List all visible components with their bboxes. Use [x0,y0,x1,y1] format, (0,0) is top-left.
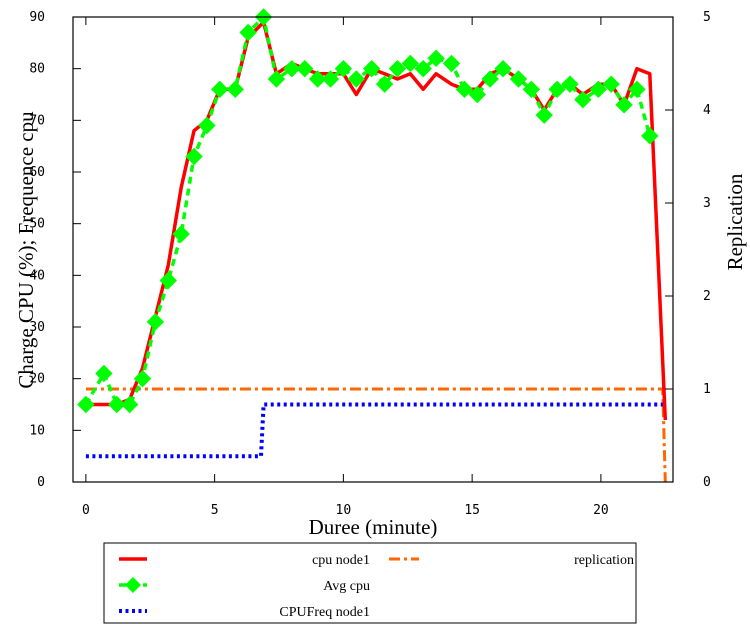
data-point-avg-cpu [239,23,257,42]
data-point-avg-cpu [468,85,486,104]
legend: cpu node1 Avg cpu CPUFreq node1 replication [103,542,637,624]
data-point-avg-cpu [308,70,327,88]
plot-border [72,16,674,483]
data-point-avg-cpu [296,59,314,78]
y-tick-label: 10 [29,423,45,438]
data-point-avg-cpu [561,75,579,93]
data-point-avg-cpu [427,49,445,68]
data-point-avg-cpu [321,70,340,88]
y-axis-label: Charge CPU (%); Frequence cpu [14,111,38,389]
data-point-avg-cpu [334,59,353,78]
data-point-avg-cpu [481,70,499,88]
legend-label: Avg cpu [323,579,370,594]
plot-frame [72,16,674,483]
data-point-avg-cpu [602,75,620,93]
y-tick-label: 50 [29,217,45,232]
y-tick-label: 90 [29,10,45,25]
data-point-avg-cpu [574,90,592,109]
data-point-avg-cpu [442,54,461,73]
data-point-avg-cpu [146,313,165,331]
data-point-avg-cpu [388,59,407,78]
x-tick-label: 10 [336,503,352,518]
data-point-avg-cpu [535,106,553,124]
data-point-avg-cpu [522,80,541,99]
series-line-cpu-node1 [85,20,668,421]
data-point-avg-cpu [267,70,286,88]
y2-axis-label: Replication [723,173,747,270]
data-point-avg-cpu [347,70,365,88]
data-point-avg-cpu [615,96,633,114]
y-tick-label: 80 [29,62,45,77]
data-point-avg-cpu [283,59,301,78]
data-point-avg-cpu [455,80,474,99]
chart-marks [77,8,668,483]
data-point-avg-cpu [133,369,152,388]
data-point-avg-cpu [120,395,139,414]
data-point-avg-cpu [375,75,394,93]
x-tick-label: 0 [82,503,90,518]
data-point-avg-cpu [589,80,608,99]
data-point-avg-cpu [211,80,229,99]
axis-ticks: 0 5 10 15 20 0 10 20 30 40 50 60 70 80 90 0 1 2 3 4 5 [29,10,711,518]
y-tick-label: 20 [29,372,45,387]
x-axis-label: Duree (minute) [309,515,438,539]
data-point-avg-cpu [548,80,566,99]
y-tick-label: 60 [29,165,45,180]
data-point-avg-cpu [363,59,381,78]
data-point-avg-cpu [159,271,177,290]
legend-label: replication [574,553,634,568]
data-point-avg-cpu [494,59,512,78]
legend-label: CPUFreq node1 [279,605,370,620]
x-tick-label: 15 [464,503,480,518]
y2-tick-label: 3 [703,196,711,211]
x-tick-label: 5 [211,503,219,518]
data-point-avg-cpu [172,225,190,243]
x-tick-label: 20 [593,503,609,518]
data-point-avg-cpu [108,395,126,414]
legend-box [103,542,637,624]
data-point-avg-cpu [226,80,244,99]
data-point-avg-cpu [198,116,216,135]
data-point-avg-cpu [509,70,528,88]
y2-tick-label: 0 [703,475,711,490]
y2-tick-label: 1 [703,382,711,397]
y2-tick-label: 4 [703,103,711,118]
data-point-avg-cpu [185,147,203,166]
data-point-avg-cpu [641,127,659,145]
y-tick-label: 30 [29,320,45,335]
y2-tick-label: 2 [703,289,711,304]
y-tick-label: 40 [29,268,45,283]
y-tick-label: 70 [29,113,45,128]
legend-marker [125,577,141,593]
y2-tick-label: 5 [703,10,711,25]
y-tick-label: 0 [37,475,45,490]
data-point-avg-cpu [401,54,420,73]
legend-label: cpu node1 [312,553,370,568]
data-point-avg-cpu [414,59,432,78]
data-point-avg-cpu [77,395,95,414]
data-point-avg-cpu [95,364,113,383]
data-point-avg-cpu [628,80,646,99]
series-line-cpufreq-node1 [85,402,666,459]
